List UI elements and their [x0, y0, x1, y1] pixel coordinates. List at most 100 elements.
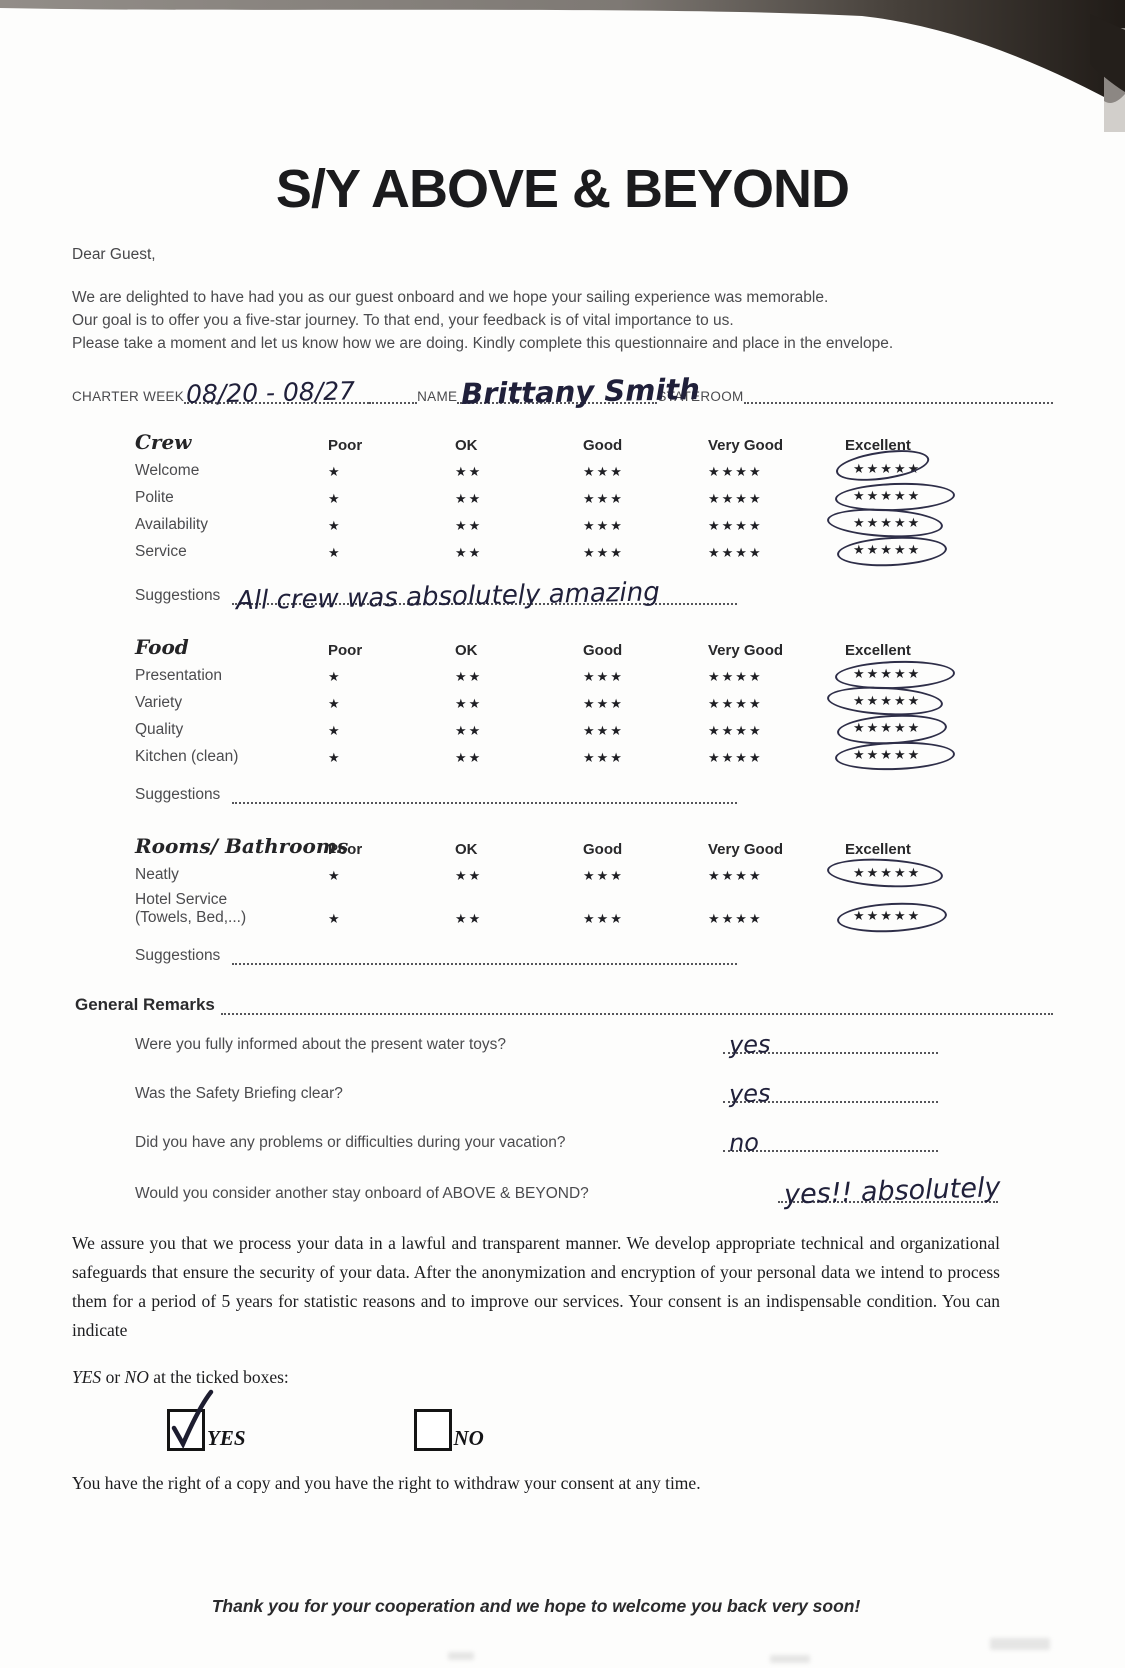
rating-option-verygood[interactable]: ★★★★	[708, 518, 763, 533]
rating-option-poor[interactable]: ★	[328, 868, 342, 883]
suggestions-field-food[interactable]	[232, 802, 738, 804]
answer-field[interactable]: yes	[723, 1078, 938, 1108]
rating-option-ok[interactable]: ★★	[455, 696, 483, 711]
selected-rating-circle[interactable]: ★★★★★	[845, 665, 929, 685]
rating-option-poor[interactable]: ★	[328, 518, 342, 533]
rating-section-crew: Crew Poor OK Good Very Good Excellent We…	[135, 430, 1053, 616]
rating-option-excellent: ★★★★★	[853, 693, 922, 708]
rating-option-ok[interactable]: ★★	[455, 911, 483, 926]
scan-noise	[448, 1652, 474, 1660]
rating-option-good[interactable]: ★★★	[583, 723, 624, 738]
answer-field[interactable]: no	[723, 1127, 938, 1157]
selected-rating-circle[interactable]: ★★★★★	[845, 746, 929, 766]
rating-option-verygood[interactable]: ★★★★	[708, 491, 763, 506]
rating-option-poor[interactable]: ★	[328, 464, 342, 479]
rating-option-poor[interactable]: ★	[328, 669, 342, 684]
rating-option-poor[interactable]: ★	[328, 750, 342, 765]
selected-rating-circle[interactable]: ★★★★★	[845, 864, 929, 884]
rating-option-good[interactable]: ★★★	[583, 545, 624, 560]
rating-option-good[interactable]: ★★★	[583, 669, 624, 684]
question-row-another-stay: Would you consider another stay onboard …	[135, 1172, 1053, 1211]
charter-week-handwriting: 08/20 - 08/27	[185, 376, 356, 409]
row-label: Service	[135, 543, 187, 560]
rating-option-ok[interactable]: ★★	[455, 669, 483, 684]
rating-option-good[interactable]: ★★★	[583, 750, 624, 765]
selected-rating-circle[interactable]: ★★★★★	[845, 719, 929, 739]
answer-field[interactable]: yes!! absolutely	[778, 1172, 1001, 1211]
rating-option-excellent: ★★★★★	[853, 461, 922, 476]
rating-option-good[interactable]: ★★★	[583, 868, 624, 883]
selected-rating-circle[interactable]: ★★★★★	[845, 907, 929, 927]
selected-rating-circle[interactable]: ★★★★★	[845, 460, 929, 480]
col-header-poor: Poor	[328, 642, 363, 659]
rating-option-poor[interactable]: ★	[328, 911, 342, 926]
suggestions-field-rooms[interactable]	[232, 963, 738, 965]
consent-rest-text: at the ticked boxes:	[148, 1366, 289, 1387]
consent-indicate-line: YES or NO at the ticked boxes:	[72, 1363, 1053, 1392]
general-remarks-heading-row: General Remarks	[75, 995, 1053, 1015]
general-remarks-questions: Were you fully informed about the presen…	[135, 1029, 1053, 1211]
col-header-excellent: Excellent	[845, 642, 911, 659]
name-field[interactable]: Brittany Smith	[457, 372, 701, 411]
rating-option-verygood[interactable]: ★★★★	[708, 911, 763, 926]
rating-option-verygood[interactable]: ★★★★	[708, 464, 763, 479]
selected-rating-circle[interactable]: ★★★★★	[845, 514, 929, 534]
section-title-rooms: Rooms/ Bathrooms	[135, 834, 349, 858]
consent-or-word: or	[101, 1366, 125, 1387]
charter-week-field[interactable]: 08/20 - 08/27	[184, 376, 370, 409]
rating-option-excellent: ★★★★★	[853, 908, 922, 923]
rating-option-verygood[interactable]: ★★★★	[708, 696, 763, 711]
row-label: Hotel Service (Towels, Bed,...)	[135, 891, 328, 927]
rating-option-good[interactable]: ★★★	[583, 464, 624, 479]
row-label: Neatly	[135, 866, 179, 883]
no-checkbox[interactable]	[413, 1409, 452, 1451]
yes-checkbox[interactable]	[167, 1389, 214, 1451]
charter-week-label: CHARTER WEEK	[72, 389, 185, 404]
answer-field[interactable]: yes	[723, 1029, 938, 1059]
intro-paragraph: We are delighted to have had you as our …	[72, 286, 1053, 355]
rating-option-ok[interactable]: ★★	[455, 518, 483, 533]
rating-option-verygood[interactable]: ★★★★	[708, 868, 763, 883]
rating-option-poor[interactable]: ★	[328, 696, 342, 711]
selected-rating-circle[interactable]: ★★★★★	[845, 692, 929, 712]
col-header-good: Good	[583, 437, 623, 454]
rating-option-verygood[interactable]: ★★★★	[708, 669, 763, 684]
rating-option-verygood[interactable]: ★★★★	[708, 545, 763, 560]
stateroom-label: STATEROOM	[657, 389, 744, 404]
name-handwriting: Brittany Smith	[461, 372, 701, 412]
col-header-poor: Poor	[328, 437, 363, 454]
row-label-line1: Hotel Service	[135, 891, 228, 908]
rating-option-good[interactable]: ★★★	[583, 911, 624, 926]
rating-option-excellent: ★★★★★	[853, 488, 922, 503]
question-text: Were you fully informed about the presen…	[135, 1036, 507, 1053]
rating-option-verygood[interactable]: ★★★★	[708, 750, 763, 765]
row-label: Availability	[135, 516, 208, 533]
salutation: Dear Guest,	[72, 246, 156, 263]
row-label: Kitchen (clean)	[135, 748, 239, 765]
rating-option-poor[interactable]: ★	[328, 723, 342, 738]
selected-rating-circle[interactable]: ★★★★★	[845, 541, 929, 561]
suggestions-field-crew[interactable]: All crew was absolutely amazing	[232, 577, 738, 616]
general-remarks-field[interactable]	[220, 1013, 1053, 1015]
rating-option-excellent: ★★★★★	[853, 542, 922, 557]
rating-option-excellent: ★★★★★	[853, 720, 922, 735]
rating-option-ok[interactable]: ★★	[455, 491, 483, 506]
rating-option-excellent: ★★★★★	[853, 865, 922, 880]
checkmark-icon	[171, 1389, 214, 1450]
rating-option-ok[interactable]: ★★	[455, 750, 483, 765]
selected-rating-circle[interactable]: ★★★★★	[845, 487, 929, 507]
rating-option-ok[interactable]: ★★	[455, 723, 483, 738]
rating-option-good[interactable]: ★★★	[583, 518, 624, 533]
rating-option-ok[interactable]: ★★	[455, 545, 483, 560]
col-header-ok: OK	[455, 642, 478, 659]
row-label: Variety	[135, 694, 183, 711]
rating-option-poor[interactable]: ★	[328, 491, 342, 506]
rating-option-ok[interactable]: ★★	[455, 464, 483, 479]
rating-option-poor[interactable]: ★	[328, 545, 342, 560]
rating-option-verygood[interactable]: ★★★★	[708, 723, 763, 738]
rating-option-good[interactable]: ★★★	[583, 696, 624, 711]
rights-line: You have the right of a copy and you hav…	[72, 1473, 701, 1493]
rating-option-good[interactable]: ★★★	[583, 491, 624, 506]
rating-option-ok[interactable]: ★★	[455, 868, 483, 883]
stateroom-field[interactable]	[743, 402, 1053, 404]
